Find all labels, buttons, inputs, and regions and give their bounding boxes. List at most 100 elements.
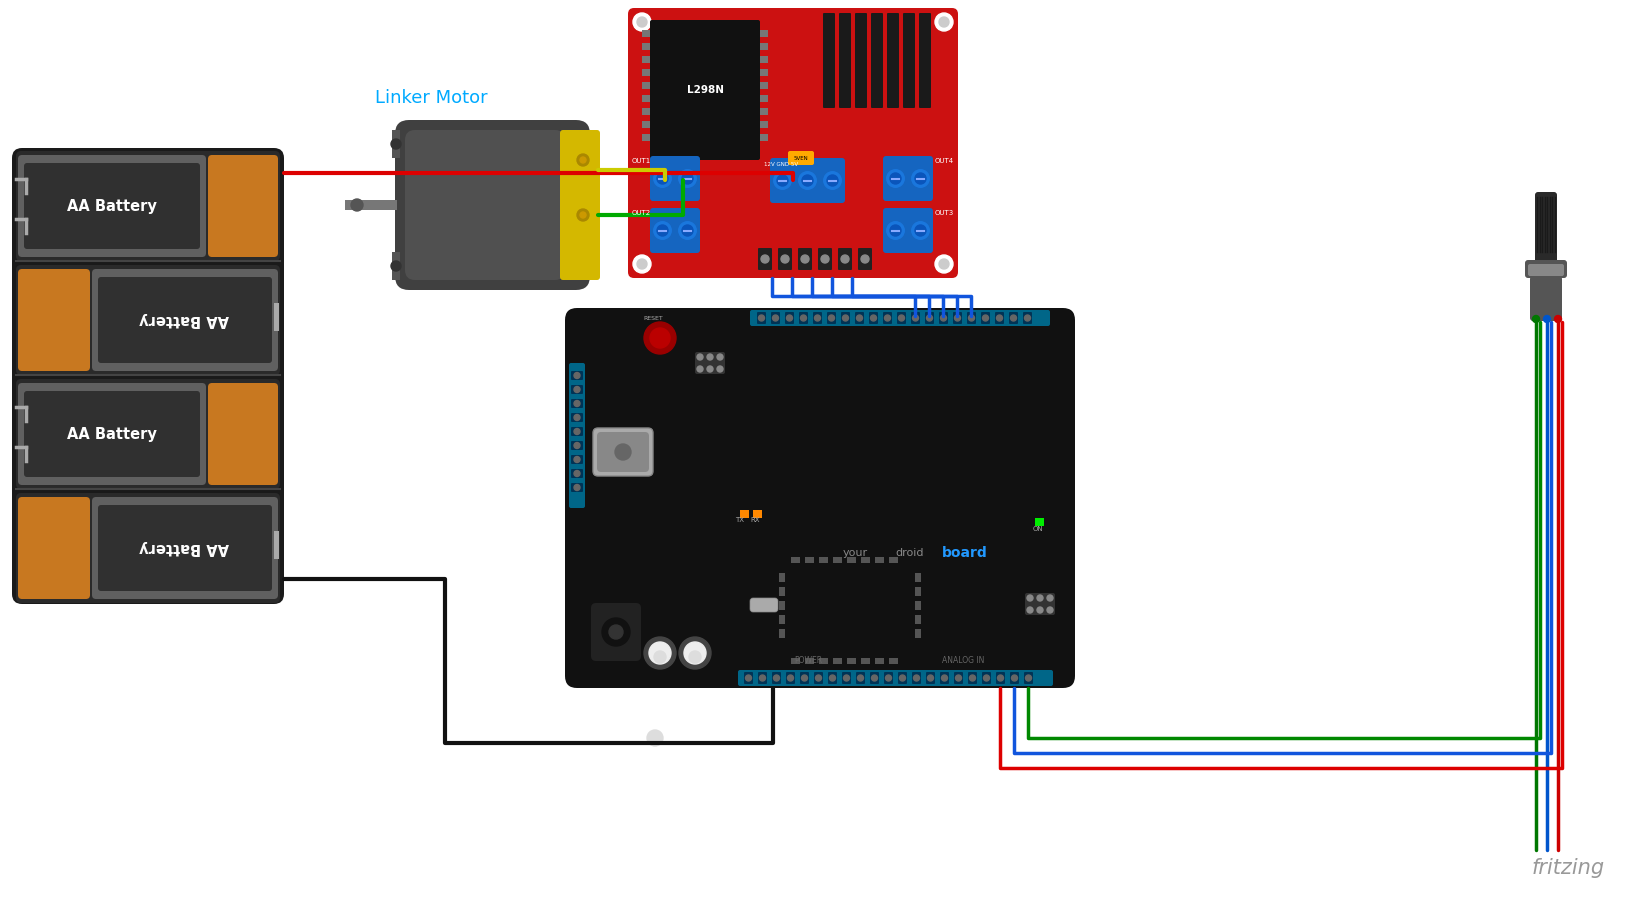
FancyBboxPatch shape bbox=[925, 312, 934, 324]
Bar bbox=[760, 30, 768, 37]
Circle shape bbox=[698, 366, 703, 372]
Circle shape bbox=[1027, 595, 1034, 601]
FancyBboxPatch shape bbox=[572, 469, 583, 478]
FancyBboxPatch shape bbox=[572, 483, 583, 492]
Circle shape bbox=[708, 366, 713, 372]
Text: OUT1: OUT1 bbox=[632, 158, 652, 164]
Circle shape bbox=[885, 315, 891, 321]
FancyBboxPatch shape bbox=[885, 672, 893, 684]
Circle shape bbox=[573, 373, 580, 378]
Bar bbox=[889, 557, 898, 563]
Bar bbox=[274, 303, 278, 331]
Text: 12V GND 5V: 12V GND 5V bbox=[763, 162, 798, 167]
Bar bbox=[642, 30, 650, 37]
FancyBboxPatch shape bbox=[771, 312, 780, 324]
Circle shape bbox=[899, 675, 906, 681]
Circle shape bbox=[862, 255, 870, 263]
Bar bbox=[753, 510, 762, 518]
Bar bbox=[780, 601, 785, 610]
Bar bbox=[847, 557, 857, 563]
Bar bbox=[889, 658, 898, 664]
Circle shape bbox=[762, 255, 768, 263]
FancyBboxPatch shape bbox=[208, 383, 278, 485]
Circle shape bbox=[1024, 315, 1030, 321]
Circle shape bbox=[983, 675, 989, 681]
FancyBboxPatch shape bbox=[953, 312, 962, 324]
Bar bbox=[642, 82, 650, 89]
Text: fritzing: fritzing bbox=[1532, 858, 1605, 878]
FancyBboxPatch shape bbox=[911, 312, 921, 324]
Circle shape bbox=[889, 173, 901, 184]
Circle shape bbox=[983, 315, 988, 321]
Bar bbox=[760, 95, 768, 102]
Bar bbox=[780, 629, 785, 638]
Circle shape bbox=[580, 157, 586, 163]
FancyBboxPatch shape bbox=[870, 672, 880, 684]
FancyBboxPatch shape bbox=[572, 399, 583, 408]
FancyBboxPatch shape bbox=[16, 379, 280, 489]
Circle shape bbox=[773, 315, 778, 321]
FancyBboxPatch shape bbox=[940, 672, 948, 684]
Circle shape bbox=[745, 675, 752, 681]
Circle shape bbox=[996, 315, 1002, 321]
Bar bbox=[760, 108, 768, 115]
Circle shape bbox=[816, 675, 822, 681]
Bar bbox=[642, 43, 650, 50]
FancyBboxPatch shape bbox=[572, 385, 583, 394]
Circle shape bbox=[886, 675, 891, 681]
Circle shape bbox=[824, 172, 842, 189]
FancyBboxPatch shape bbox=[812, 312, 822, 324]
Circle shape bbox=[786, 315, 793, 321]
Circle shape bbox=[391, 261, 401, 271]
Text: ON: ON bbox=[1034, 526, 1043, 532]
Bar bbox=[804, 557, 814, 563]
FancyBboxPatch shape bbox=[16, 493, 280, 603]
FancyBboxPatch shape bbox=[786, 672, 794, 684]
FancyBboxPatch shape bbox=[855, 312, 863, 324]
Circle shape bbox=[1037, 607, 1043, 613]
Circle shape bbox=[577, 154, 590, 166]
Text: L298N: L298N bbox=[686, 85, 724, 95]
FancyBboxPatch shape bbox=[1530, 276, 1563, 321]
FancyBboxPatch shape bbox=[568, 363, 585, 508]
Circle shape bbox=[698, 354, 703, 360]
Bar bbox=[834, 658, 842, 664]
FancyBboxPatch shape bbox=[799, 672, 809, 684]
Circle shape bbox=[939, 259, 948, 269]
Circle shape bbox=[681, 225, 693, 236]
FancyBboxPatch shape bbox=[883, 156, 934, 201]
Bar bbox=[916, 573, 921, 582]
Text: TX: TX bbox=[735, 517, 744, 523]
FancyBboxPatch shape bbox=[870, 312, 878, 324]
FancyBboxPatch shape bbox=[857, 672, 865, 684]
Circle shape bbox=[829, 315, 834, 321]
Circle shape bbox=[870, 315, 876, 321]
Bar bbox=[862, 658, 870, 664]
Circle shape bbox=[912, 315, 919, 321]
Bar bbox=[642, 108, 650, 115]
Circle shape bbox=[680, 637, 711, 669]
Circle shape bbox=[886, 170, 904, 188]
Bar bbox=[760, 69, 768, 76]
Bar bbox=[875, 557, 885, 563]
FancyBboxPatch shape bbox=[888, 13, 899, 108]
Circle shape bbox=[614, 444, 631, 460]
Circle shape bbox=[827, 175, 839, 186]
Circle shape bbox=[1037, 595, 1043, 601]
Text: AA Battery: AA Battery bbox=[67, 427, 157, 442]
FancyBboxPatch shape bbox=[983, 672, 991, 684]
Circle shape bbox=[678, 222, 696, 239]
Circle shape bbox=[801, 675, 808, 681]
FancyBboxPatch shape bbox=[883, 312, 893, 324]
Circle shape bbox=[814, 315, 821, 321]
Circle shape bbox=[577, 209, 590, 221]
Bar bbox=[642, 69, 650, 76]
Text: OUT4: OUT4 bbox=[935, 158, 953, 164]
Text: Linker Motor: Linker Motor bbox=[375, 89, 488, 107]
FancyBboxPatch shape bbox=[11, 148, 283, 604]
FancyBboxPatch shape bbox=[395, 120, 590, 290]
Bar bbox=[642, 121, 650, 128]
Circle shape bbox=[351, 199, 364, 211]
Bar bbox=[642, 134, 650, 141]
Circle shape bbox=[773, 675, 780, 681]
